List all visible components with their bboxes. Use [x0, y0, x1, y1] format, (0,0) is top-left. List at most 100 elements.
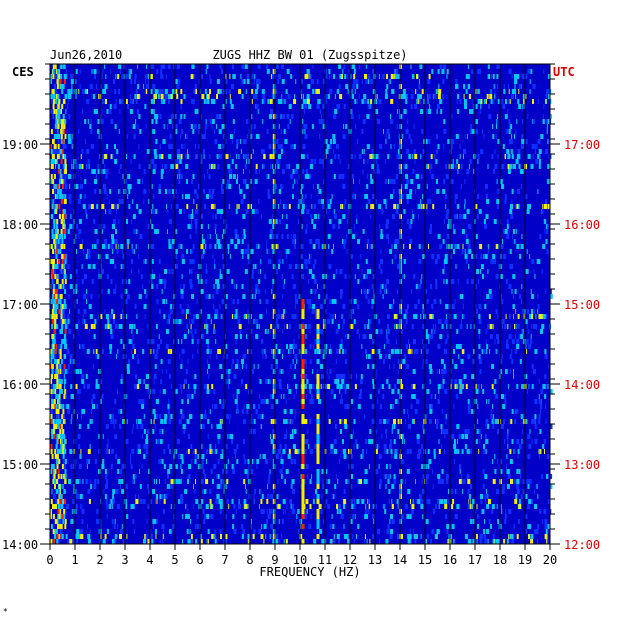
heatmap-cell [66, 229, 68, 234]
heatmap-cell [71, 414, 73, 419]
heatmap-cell [242, 419, 246, 424]
heatmap-cell [257, 289, 261, 294]
heatmap-cell [243, 404, 245, 409]
heatmap-cell [112, 494, 115, 499]
heatmap-cell [255, 409, 258, 414]
heatmap-cell [158, 189, 161, 194]
heatmap-cell [53, 469, 56, 474]
heatmap-cell [477, 194, 480, 199]
heatmap-cell [370, 174, 372, 179]
heatmap-cell [255, 164, 258, 169]
heatmap-cell [105, 474, 108, 479]
heatmap-cell [488, 289, 492, 294]
heatmap-cell [322, 479, 324, 484]
heatmap-cell [396, 324, 399, 329]
heatmap-cell [540, 389, 544, 394]
heatmap-cell [357, 239, 360, 244]
heatmap-cell [387, 154, 390, 159]
heatmap-cell [201, 114, 203, 119]
heatmap-cell [492, 169, 495, 174]
heatmap-cell [287, 94, 291, 99]
heatmap-cell [269, 99, 273, 104]
heatmap-cell [531, 314, 534, 319]
heatmap-cell [533, 369, 536, 374]
heatmap-cell [216, 284, 220, 289]
heatmap-cell [421, 309, 425, 314]
heatmap-cell [457, 204, 459, 209]
heatmap-cell [411, 394, 415, 399]
heatmap-cell [413, 124, 415, 129]
heatmap-cell [346, 234, 348, 239]
heatmap-cell [351, 399, 353, 404]
heatmap-cell [480, 254, 483, 259]
heatmap-cell [364, 479, 367, 484]
heatmap-cell [368, 439, 372, 444]
heatmap-cell [266, 499, 269, 504]
heatmap-cell [307, 174, 311, 179]
heatmap-cell [437, 234, 441, 239]
heatmap-cell [516, 74, 520, 79]
heatmap-cell [340, 339, 343, 344]
heatmap-cell [520, 414, 524, 419]
heatmap-cell [329, 89, 333, 94]
heatmap-cell [397, 189, 399, 194]
heatmap-cell [371, 419, 374, 424]
heatmap-cell [309, 304, 312, 309]
heatmap-cell [458, 379, 462, 384]
heatmap-cell [217, 434, 221, 439]
heatmap-cell [132, 474, 136, 479]
heatmap-cell [407, 119, 409, 124]
heatmap-cell [521, 234, 523, 239]
heatmap-cell [377, 349, 380, 354]
heatmap-cell [115, 324, 117, 329]
heatmap-cell [130, 109, 133, 114]
heatmap-cell [450, 369, 452, 374]
heatmap-cell [463, 84, 466, 89]
heatmap-cell [333, 114, 337, 119]
heatmap-cell [371, 364, 375, 369]
heatmap-cell [361, 99, 365, 104]
heatmap-cell [419, 94, 422, 99]
heatmap-cell [272, 354, 276, 359]
heatmap-cell [517, 99, 520, 104]
heatmap-cell [245, 89, 247, 94]
heatmap-cell [320, 384, 322, 389]
heatmap-cell [137, 64, 139, 69]
heatmap-cell [466, 249, 468, 254]
heatmap-cell [507, 474, 511, 479]
heatmap-cell [165, 494, 168, 499]
heatmap-cell [54, 239, 57, 244]
heatmap-cell [281, 94, 283, 99]
heatmap-cell [371, 304, 374, 309]
heatmap-cell [247, 469, 250, 474]
heatmap-cell [432, 484, 434, 489]
heatmap-cell [512, 304, 515, 309]
heatmap-cell [64, 474, 67, 479]
heatmap-cell [459, 464, 461, 469]
heatmap-cell [425, 289, 428, 294]
heatmap-cell [378, 204, 382, 209]
heatmap-cell [426, 499, 429, 504]
heatmap-cell [306, 99, 310, 104]
heatmap-cell [220, 484, 223, 489]
heatmap-cell [436, 134, 439, 139]
heatmap-cell [74, 299, 78, 304]
heatmap-cell [433, 449, 436, 454]
heatmap-cell [53, 479, 56, 484]
heatmap-cell [467, 489, 470, 494]
heatmap-cell [366, 114, 370, 119]
heatmap-cell [447, 304, 451, 309]
heatmap-cell [162, 389, 166, 394]
heatmap-cell [339, 269, 343, 274]
heatmap-cell [345, 124, 348, 129]
heatmap-cell [400, 329, 403, 334]
heatmap-cell [415, 284, 419, 289]
heatmap-cell [306, 69, 310, 74]
heatmap-cell [106, 449, 109, 454]
heatmap-cell [548, 179, 550, 184]
heatmap-cell [535, 314, 537, 319]
heatmap-cell [422, 149, 425, 154]
heatmap-cell [358, 334, 360, 339]
heatmap-cell [533, 269, 535, 274]
heatmap-cell [62, 459, 65, 464]
